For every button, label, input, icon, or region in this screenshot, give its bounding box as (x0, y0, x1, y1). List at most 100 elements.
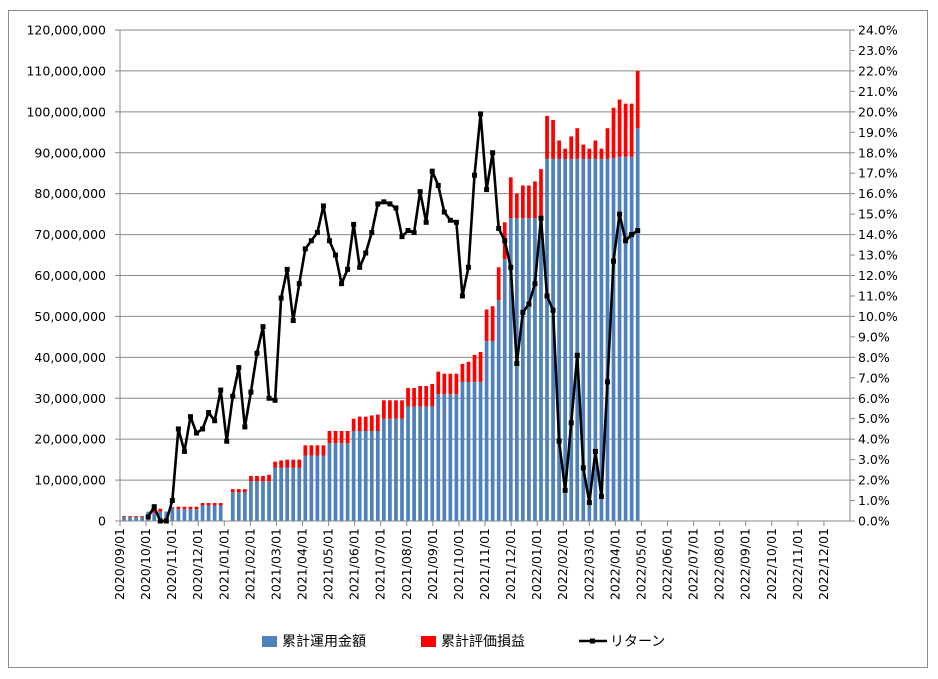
bar-gain (267, 474, 271, 482)
x-axis-tick-label: 2022/08/01 (712, 528, 727, 600)
bar-gain (188, 506, 193, 510)
bar-invested (521, 218, 525, 521)
left-axis-tick-label: 100,000,000 (26, 104, 106, 119)
bar-gain (593, 140, 598, 159)
bar-invested (291, 467, 296, 521)
bar-invested (230, 492, 235, 521)
right-axis-tick-label: 10.0% (858, 309, 898, 324)
bar-invested (188, 509, 193, 521)
right-axis-tick-label: 16.0% (858, 186, 898, 201)
right-axis-tick-label: 4.0% (858, 432, 890, 447)
return-point (417, 189, 423, 195)
bar-invested (605, 158, 610, 521)
bar-gain (587, 148, 592, 159)
bar-gain (388, 400, 392, 419)
return-point (314, 230, 320, 236)
return-point (375, 201, 381, 207)
bar-invested (599, 158, 604, 521)
return-point (586, 500, 592, 506)
bar-gain (400, 400, 404, 419)
bar-gain (617, 99, 622, 157)
bar-invested (569, 158, 574, 521)
right-axis-tick-label: 0.0% (858, 514, 890, 529)
return-point (459, 293, 465, 299)
return-point (472, 172, 478, 178)
bar-invested (514, 218, 519, 521)
bar-invested (182, 509, 187, 521)
legend-label: リターン (610, 634, 666, 650)
x-axis-tick-label: 2022/06/01 (660, 528, 675, 600)
bar-gain (122, 516, 126, 517)
return-point (453, 219, 459, 225)
return-point (181, 448, 187, 454)
return-point (290, 318, 296, 324)
return-point (447, 217, 453, 223)
return-point (357, 264, 363, 270)
bar-gain (134, 516, 138, 517)
bar-invested (243, 492, 247, 521)
bar-gain (490, 306, 495, 341)
bar-gain (569, 136, 574, 159)
return-line (145, 111, 641, 524)
legend-line-marker-icon (579, 638, 607, 644)
bar-invested (484, 340, 489, 521)
return-point (163, 518, 169, 524)
return-point (218, 387, 224, 393)
bar-invested (236, 492, 241, 521)
tick-labels: 0 10,000,000 20,000,000 30,000,000 40,000,00… (26, 23, 897, 601)
right-axis-tick-label: 15.0% (858, 207, 898, 222)
return-point (411, 230, 417, 236)
return-point (157, 518, 163, 524)
bar-invested (533, 218, 537, 521)
right-axis-tick-label: 11.0% (858, 288, 898, 303)
bar-gain (128, 516, 132, 517)
bar-invested (635, 128, 640, 521)
return-point (526, 301, 532, 307)
bar-gain (496, 267, 501, 301)
return-point (284, 266, 290, 272)
bar-invested (297, 467, 302, 521)
bar-invested (194, 509, 199, 521)
bar-invested (502, 259, 507, 521)
x-axis-tick-label: 2022/10/01 (764, 528, 779, 600)
return-point (544, 293, 550, 299)
bar-gain (539, 169, 543, 219)
right-axis-tick-label: 18.0% (858, 145, 898, 160)
bar-invested (206, 505, 211, 521)
bar-invested (575, 158, 580, 521)
bar-invested (424, 406, 429, 521)
return-point (254, 350, 260, 356)
left-axis-tick-label: 60,000,000 (34, 268, 106, 283)
bar-invested (587, 158, 592, 521)
bar-gain (514, 193, 519, 219)
return-point (484, 187, 490, 193)
right-axis-tick-label: 2.0% (858, 473, 890, 488)
return-point (580, 465, 586, 471)
legend-swatch-blue (262, 635, 277, 647)
return-point (333, 252, 339, 258)
return-point (617, 211, 623, 217)
bar-invested (134, 516, 138, 521)
bar-gain (182, 506, 187, 510)
bar-invested (617, 156, 622, 521)
right-axis-tick-label: 21.0% (858, 84, 898, 99)
bar-gain (158, 508, 163, 512)
bar-invested (430, 406, 435, 521)
bar-gain (466, 361, 471, 382)
bars (122, 70, 640, 522)
bar-invested (382, 418, 386, 521)
bar-gain (448, 373, 453, 395)
bar-gain (436, 371, 441, 395)
return-point (592, 448, 598, 454)
bar-gain (394, 400, 398, 419)
x-axis-tick-label: 2020/09/01 (112, 528, 127, 600)
bar-gain (176, 506, 181, 510)
return-point (538, 215, 544, 221)
return-series-line (147, 112, 639, 523)
right-axis-tick-label: 22.0% (858, 63, 898, 78)
return-point (574, 352, 580, 358)
x-axis-tick-label: 2021/04/01 (295, 528, 310, 600)
bar-gain (599, 148, 604, 159)
bar-invested (152, 512, 157, 521)
bar-invested (333, 443, 338, 521)
